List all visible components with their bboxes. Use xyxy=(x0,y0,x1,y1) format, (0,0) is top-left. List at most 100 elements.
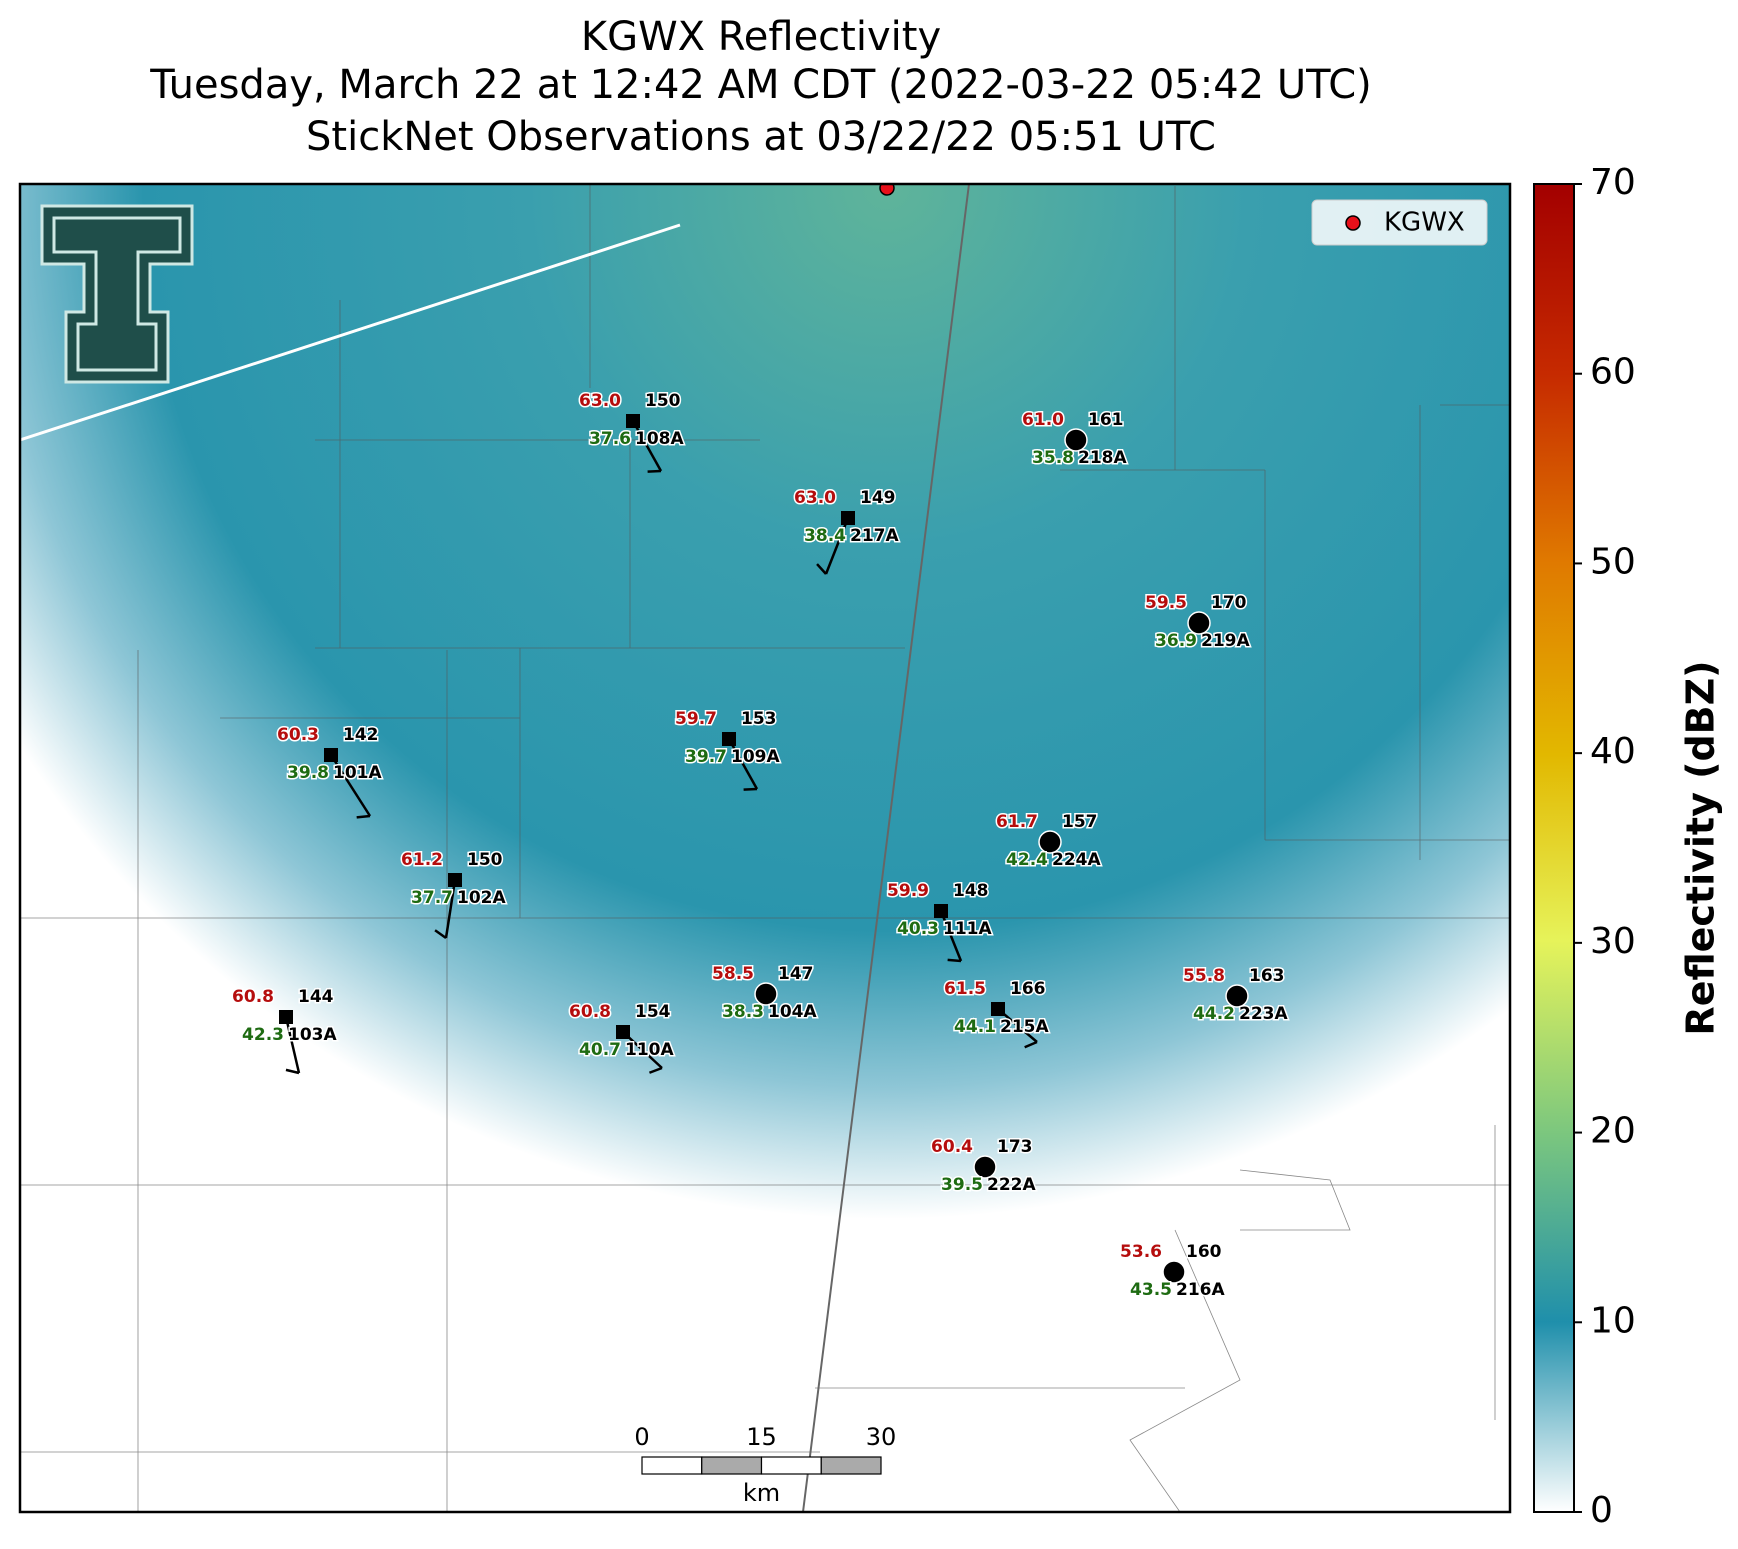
station-marker xyxy=(626,414,640,428)
colorbar-tick-label: 20 xyxy=(1590,1111,1636,1152)
dewpoint: 42.4 xyxy=(1006,850,1048,870)
station-id: 102A xyxy=(457,888,506,908)
scale-segment xyxy=(701,1456,763,1475)
station-id: 224A xyxy=(1052,850,1101,870)
dewpoint: 38.4 xyxy=(804,526,846,546)
wind-barb xyxy=(434,929,447,940)
wind-barb xyxy=(284,1016,301,1074)
wind-barb xyxy=(727,738,759,790)
pressure: 150 xyxy=(467,850,503,870)
pressure: 153 xyxy=(741,709,777,729)
wind-barb xyxy=(939,910,963,962)
wind-barb xyxy=(631,420,663,472)
dewpoint: 37.7 xyxy=(411,888,453,908)
pressure: 170 xyxy=(1211,593,1247,613)
colorbar-tick-label: 40 xyxy=(1590,731,1636,772)
colorbar xyxy=(1533,183,1575,1513)
pressure: 142 xyxy=(343,725,379,745)
scale-bar: 0 15 30 km xyxy=(634,1423,896,1507)
logo xyxy=(40,204,194,384)
station-marker xyxy=(754,982,778,1006)
colorbar-tick-label: 30 xyxy=(1590,921,1636,962)
station-id: 219A xyxy=(1201,631,1250,651)
temperature: 61.0 xyxy=(1022,410,1064,430)
dewpoint: 42.3 xyxy=(242,1025,284,1045)
station-id: 217A xyxy=(850,526,899,546)
scale-segment xyxy=(760,1456,822,1475)
temperature: 63.0 xyxy=(794,488,836,508)
dewpoint: 44.1 xyxy=(954,1017,996,1037)
pressure: 160 xyxy=(1186,1242,1222,1262)
station-marker xyxy=(1162,1260,1186,1284)
scale-tick-label: 30 xyxy=(866,1423,897,1451)
station-id: 223A xyxy=(1239,1004,1288,1024)
wind-barb xyxy=(743,787,758,791)
temperature: 61.2 xyxy=(401,850,443,870)
station-marker xyxy=(1038,830,1062,854)
colorbar-tick-label: 60 xyxy=(1590,352,1636,393)
dewpoint: 39.8 xyxy=(287,763,329,783)
dewpoint: 40.3 xyxy=(897,919,939,939)
station-id: 108A xyxy=(635,429,684,449)
temperature: 60.8 xyxy=(232,987,274,1007)
wind-barb xyxy=(285,1068,300,1075)
title: KGWX Reflectivity xyxy=(581,14,941,60)
temperature: 58.5 xyxy=(712,964,754,984)
station-id: 218A xyxy=(1078,448,1127,468)
station-marker xyxy=(1064,428,1088,452)
dewpoint: 37.6 xyxy=(589,429,631,449)
wind-barb xyxy=(816,563,827,575)
radial-line xyxy=(802,184,970,1512)
station-marker xyxy=(616,1025,630,1039)
dewpoint: 38.3 xyxy=(722,1002,764,1022)
station-marker xyxy=(991,1002,1005,1016)
station-marker xyxy=(722,732,736,746)
beam-artifact xyxy=(20,223,681,442)
scale-segment xyxy=(641,1456,703,1475)
station-marker xyxy=(934,904,948,918)
colorbar-label: Reflectivity (dBZ) xyxy=(1679,660,1723,1035)
pressure: 161 xyxy=(1088,410,1124,430)
pressure: 173 xyxy=(997,1137,1033,1157)
legend-marker xyxy=(1345,215,1361,231)
county-lines xyxy=(20,185,1510,1512)
station-id: 104A xyxy=(768,1002,817,1022)
wind-barb xyxy=(444,879,457,939)
station-marker xyxy=(279,1010,293,1024)
station-marker xyxy=(1187,611,1211,635)
station-id: 215A xyxy=(1000,1017,1049,1037)
legend-box xyxy=(1311,199,1488,246)
pressure: 148 xyxy=(953,881,989,901)
stations: 63.0 150 37.6 108A 63.0 149 38.4 217A 61.0 161 35.… xyxy=(231,390,1290,1302)
pressure: 154 xyxy=(635,1002,671,1022)
dewpoint: 43.5 xyxy=(1130,1280,1172,1300)
wind-barb xyxy=(947,958,962,963)
dewpoint: 40.7 xyxy=(579,1040,621,1060)
radar-site xyxy=(879,184,895,196)
scale-unit: km xyxy=(743,1479,780,1507)
station-marker xyxy=(324,748,338,762)
temperature: 59.9 xyxy=(887,881,929,901)
wind-barb xyxy=(329,754,372,817)
colorbar-tick-label: 50 xyxy=(1590,541,1636,582)
pressure: 166 xyxy=(1010,979,1046,999)
temperature: 59.5 xyxy=(1145,593,1187,613)
legend-label: KGWX xyxy=(1384,208,1465,238)
station-id: 222A xyxy=(987,1175,1036,1195)
colorbar-tick-label: 70 xyxy=(1590,162,1636,203)
temperature: 60.3 xyxy=(277,725,319,745)
map-frame xyxy=(18,182,1512,1514)
temperature: 60.4 xyxy=(931,1137,973,1157)
station-marker xyxy=(1225,984,1249,1008)
temperature: 61.5 xyxy=(944,979,986,999)
dewpoint: 39.7 xyxy=(685,747,727,767)
station-id: 111A xyxy=(943,919,992,939)
station-marker xyxy=(973,1155,997,1179)
wind-barb xyxy=(1024,1040,1038,1049)
colorbar-tick-label: 10 xyxy=(1590,1300,1636,1341)
temperature: 59.7 xyxy=(675,709,717,729)
wind-barb xyxy=(824,517,850,575)
temperature: 53.6 xyxy=(1120,1242,1162,1262)
colorbar-tick-label: 0 xyxy=(1590,1490,1613,1531)
